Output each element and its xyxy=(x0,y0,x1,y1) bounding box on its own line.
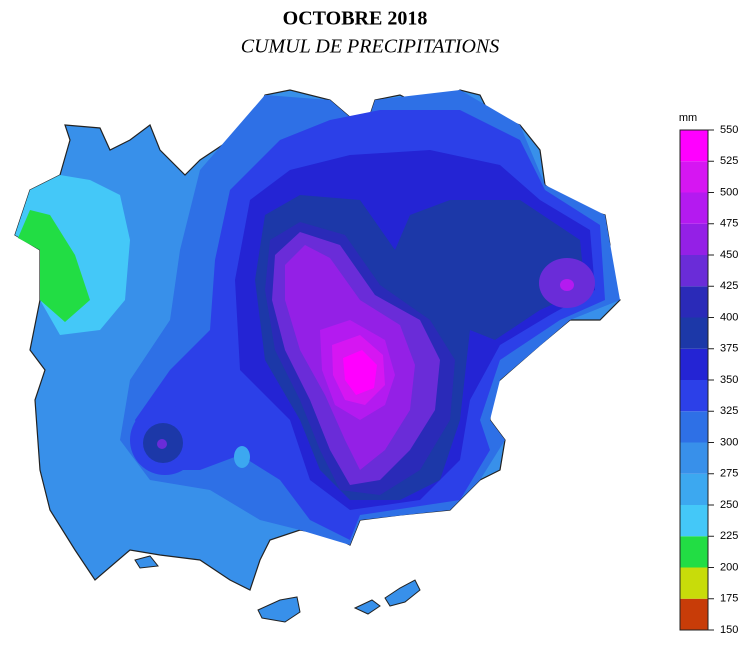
legend-tick-label: 325 xyxy=(720,405,738,417)
legend-tick-label: 400 xyxy=(720,311,738,323)
island xyxy=(384,579,421,607)
contour-225 xyxy=(18,210,90,322)
legend-band xyxy=(680,536,708,568)
legend: mm 150 175 200 225 250 275 300 325 350 375 400 425 4… xyxy=(679,112,739,636)
legend-band xyxy=(680,255,708,287)
legend-tick-label: 200 xyxy=(720,561,738,573)
legend-tick-label: 525 xyxy=(720,155,738,167)
island xyxy=(257,596,301,623)
legend-band xyxy=(680,505,708,537)
legend-unit: mm xyxy=(679,112,697,124)
legend-band xyxy=(680,380,708,412)
legend-band xyxy=(680,192,708,224)
legend-tick-label: 150 xyxy=(720,624,738,636)
legend-band xyxy=(680,223,708,255)
blob-east-core xyxy=(560,279,574,291)
legend-band xyxy=(680,317,708,349)
legend-band xyxy=(680,473,708,505)
legend-tick-label: 450 xyxy=(720,249,738,261)
island xyxy=(353,599,381,615)
legend-band xyxy=(680,348,708,380)
legend-tick-label: 275 xyxy=(720,468,738,480)
blob-west-3 xyxy=(157,439,167,449)
precipitation-map xyxy=(14,89,621,623)
legend-band xyxy=(680,598,708,630)
legend-band xyxy=(680,286,708,318)
legend-tick-label: 375 xyxy=(720,343,738,355)
island xyxy=(134,555,159,569)
legend-tick-label: 475 xyxy=(720,218,738,230)
legend-tick-label: 500 xyxy=(720,186,738,198)
blob-small xyxy=(234,446,250,468)
legend-tick-label: 300 xyxy=(720,436,738,448)
contour-525 xyxy=(343,350,377,395)
title: OCTOBRE 2018 xyxy=(283,8,428,30)
legend-tick-label: 250 xyxy=(720,499,738,511)
legend-tick-label: 350 xyxy=(720,374,738,386)
legend-band xyxy=(680,161,708,193)
subtitle: CUMUL DE PRECIPITATIONS xyxy=(241,36,500,58)
legend-band xyxy=(680,442,708,474)
legend-band xyxy=(680,130,708,162)
legend-band xyxy=(680,411,708,443)
legend-tick-label: 225 xyxy=(720,530,738,542)
legend-tick-label: 175 xyxy=(720,593,738,605)
legend-tick-label: 550 xyxy=(720,124,738,136)
legend-band xyxy=(680,567,708,599)
legend-tick-label: 425 xyxy=(720,280,738,292)
